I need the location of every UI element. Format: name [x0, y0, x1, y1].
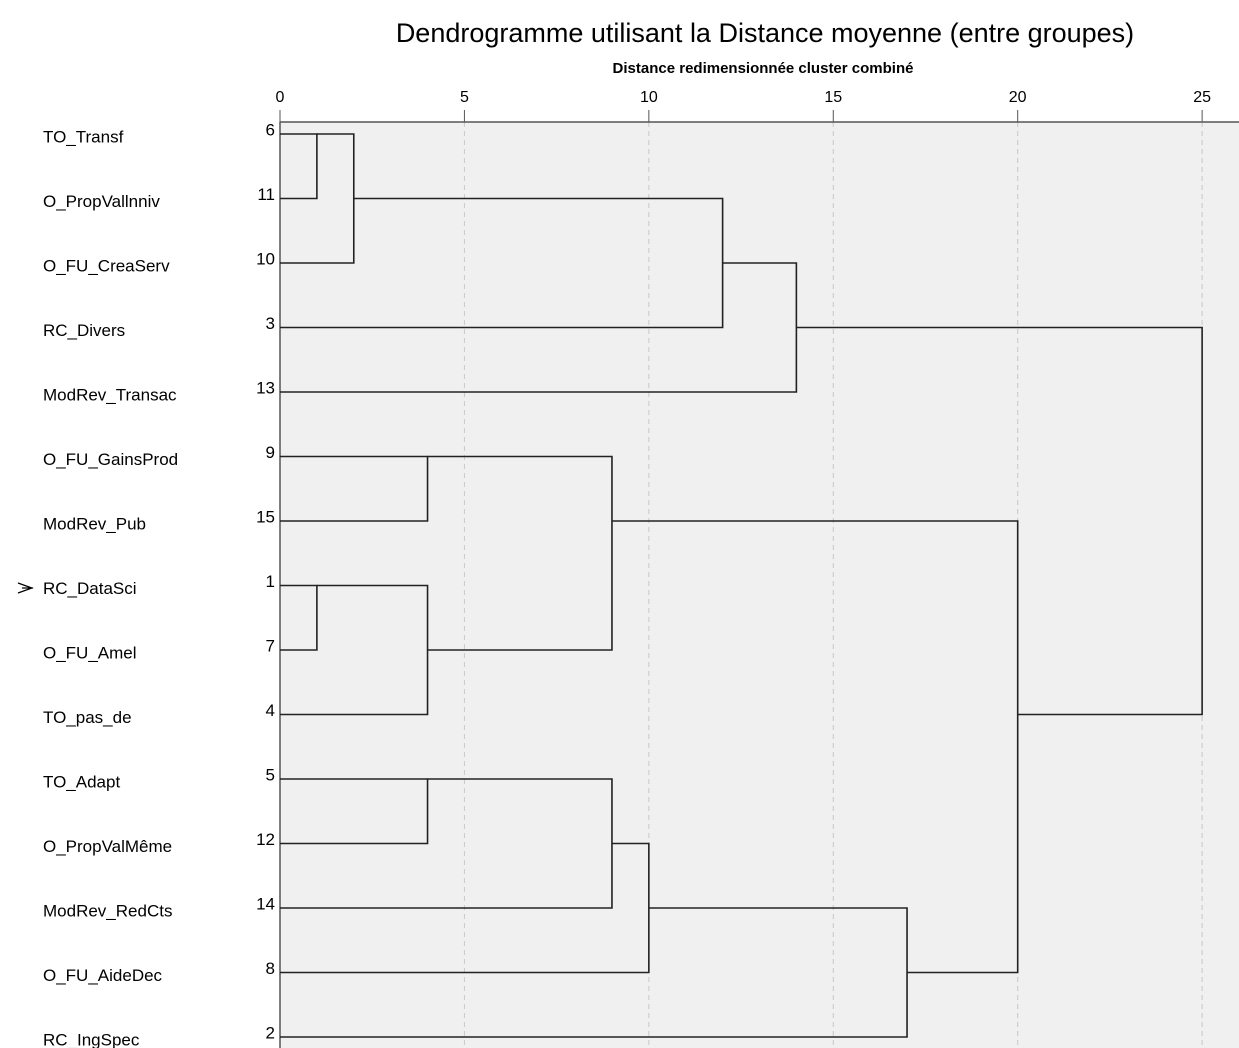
x-tick-label: 20: [1009, 89, 1027, 106]
x-tick-label: 10: [640, 89, 658, 106]
case-number: 8: [266, 959, 275, 978]
leaf-label: RC_IngSpec: [43, 1030, 140, 1048]
cluster-link: [280, 584, 429, 716]
x-tick-label: 25: [1193, 89, 1211, 106]
case-number: 14: [256, 894, 275, 913]
case-number: 3: [266, 314, 275, 333]
case-number: 2: [266, 1023, 275, 1042]
cluster-link: [280, 584, 318, 651]
case-number: 7: [266, 636, 275, 655]
case-number: 6: [266, 120, 275, 139]
leaf-label: TO_Transf: [43, 127, 124, 146]
cluster-link: [427, 455, 613, 651]
leaf-label: ModRev_Transac: [43, 385, 177, 404]
cluster-link: [280, 197, 724, 329]
leaf-label: O_FU_AideDec: [43, 966, 163, 985]
leaf-label: RC_DataSci: [43, 579, 137, 598]
case-number: 4: [266, 701, 275, 720]
case-number: 15: [256, 507, 275, 526]
plot-area: [280, 122, 1239, 1048]
case-number: 11: [257, 185, 275, 204]
case-number: 1: [266, 572, 275, 591]
case-number: 9: [266, 443, 275, 462]
leaf-label: TO_pas_de: [43, 708, 132, 727]
case-number: 12: [256, 830, 275, 849]
case-number: 13: [256, 378, 275, 397]
case-number: 5: [266, 765, 275, 784]
selection-marker: [17, 582, 34, 594]
cluster-link: [280, 907, 908, 1038]
cluster-link: [280, 455, 429, 522]
leaf-label: ModRev_Pub: [43, 514, 146, 533]
x-axis-label: Distance redimensionnée cluster combiné: [613, 60, 914, 77]
cluster-link: [280, 842, 650, 974]
leaf-label: RC_Divers: [43, 321, 125, 340]
leaf-label: TO_Adapt: [43, 772, 120, 791]
leaf-label: O_FU_GainsProd: [43, 450, 178, 469]
leaf-label: O_FU_Amel: [43, 643, 137, 662]
cluster-link: [280, 133, 318, 200]
x-tick-label: 0: [276, 89, 285, 106]
cluster-link: [796, 326, 1203, 716]
leaf-label: O_PropValMême: [43, 837, 172, 856]
case-number: 10: [256, 249, 275, 268]
cluster-link: [280, 133, 355, 264]
x-tick-label: 5: [460, 89, 469, 106]
chart-title: Dendrogramme utilisant la Distance moyen…: [396, 18, 1134, 48]
x-tick-label: 15: [824, 89, 842, 106]
leaf-label: O_PropVallnniv: [43, 192, 160, 211]
cluster-link: [611, 520, 1019, 974]
leaf-label: ModRev_RedCts: [43, 901, 172, 920]
leaf-label: O_FU_CreaServ: [43, 256, 170, 275]
cluster-link: [280, 778, 429, 845]
